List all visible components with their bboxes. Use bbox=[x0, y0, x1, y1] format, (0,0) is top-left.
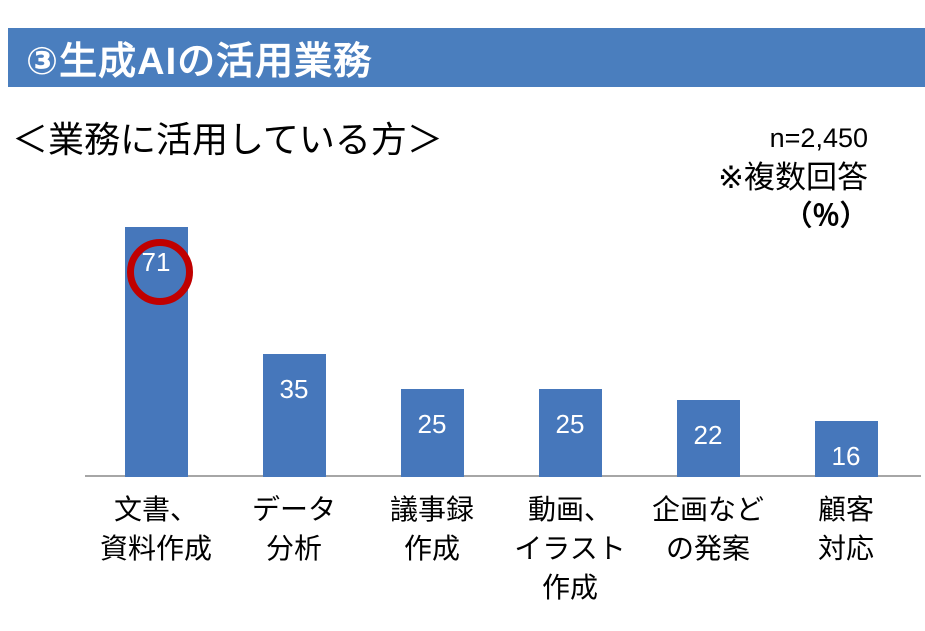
bar-value-label: 22 bbox=[693, 420, 723, 450]
category-label: 動画、 イラスト 作成 bbox=[514, 494, 626, 603]
bar bbox=[538, 389, 602, 477]
percent-unit-label: （％） bbox=[783, 200, 868, 231]
page-title: ③生成AIの活用業務 bbox=[26, 41, 373, 83]
bar bbox=[262, 354, 326, 477]
bar bbox=[676, 400, 740, 477]
bar bbox=[400, 389, 464, 477]
highlight-circle bbox=[127, 239, 193, 305]
bar bbox=[814, 421, 878, 477]
bar-value-label: 16 bbox=[831, 441, 861, 471]
sample-size-label: n=2,450 bbox=[769, 123, 868, 153]
bar-value-label: 25 bbox=[417, 409, 447, 439]
chart-subtitle: ＜業務に活用している方＞ bbox=[12, 119, 443, 160]
x-axis-line bbox=[85, 475, 921, 477]
category-label: 顧客 対応 bbox=[817, 494, 874, 564]
multiple-answer-note: ※複数回答 bbox=[718, 160, 868, 195]
chart-annotations: n=2,450 ※複数回答 （％） bbox=[718, 125, 868, 230]
category-label: 企画など の発案 bbox=[651, 494, 764, 564]
bar-value-label: 35 bbox=[279, 374, 309, 404]
slide-header-bar: ③生成AIの活用業務 bbox=[8, 28, 925, 87]
bar-value-label: 25 bbox=[555, 409, 585, 439]
category-label: 文書、 資料作成 bbox=[99, 494, 212, 564]
category-label: データ 分析 bbox=[251, 494, 336, 564]
category-label: 議事録 作成 bbox=[389, 494, 474, 564]
